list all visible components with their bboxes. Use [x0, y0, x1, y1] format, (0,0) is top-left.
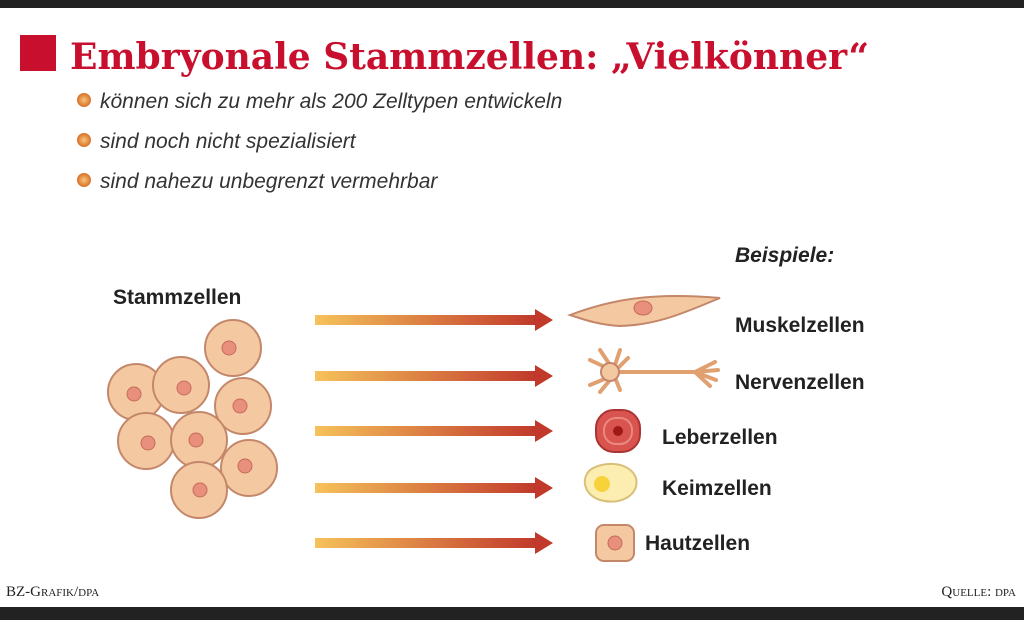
bottom-bar: [0, 607, 1024, 620]
bullet: sind nahezu unbegrenzt vermehrbar: [100, 170, 438, 193]
bullet: sind noch nicht spezialisiert: [100, 130, 357, 153]
bullet-dot: [77, 173, 91, 187]
target-label: Nervenzellen: [735, 371, 865, 394]
muscle-cell: [567, 294, 721, 328]
top-bar: [0, 0, 1024, 8]
title-marker: [20, 35, 56, 71]
bullet: können sich zu mehr als 200 Zelltypen en…: [100, 90, 562, 113]
germ-cell: [583, 462, 638, 503]
arrow: [315, 309, 553, 331]
target-label: Keimzellen: [662, 477, 772, 500]
target-label: Hautzellen: [645, 532, 750, 555]
skin-cell: [595, 524, 635, 562]
source: Quelle: dpa: [941, 584, 1016, 600]
bullet-dot: [77, 133, 91, 147]
credit: BZ-Grafik/dpa: [6, 584, 99, 600]
title: Embryonale Stammzellen: „Vielkönner“: [70, 36, 869, 78]
arrow: [315, 532, 553, 554]
arrow: [315, 365, 553, 387]
arrow: [315, 420, 553, 442]
stem-cells: [107, 319, 278, 519]
nerve-cell: [588, 348, 720, 394]
source-label: Stammzellen: [113, 286, 241, 309]
examples-label: Beispiele:: [735, 244, 834, 267]
arrow: [315, 477, 553, 499]
target-label: Muskelzellen: [735, 314, 865, 337]
liver-cell: [595, 409, 641, 453]
bullet-dot: [77, 93, 91, 107]
target-label: Leberzellen: [662, 426, 778, 449]
